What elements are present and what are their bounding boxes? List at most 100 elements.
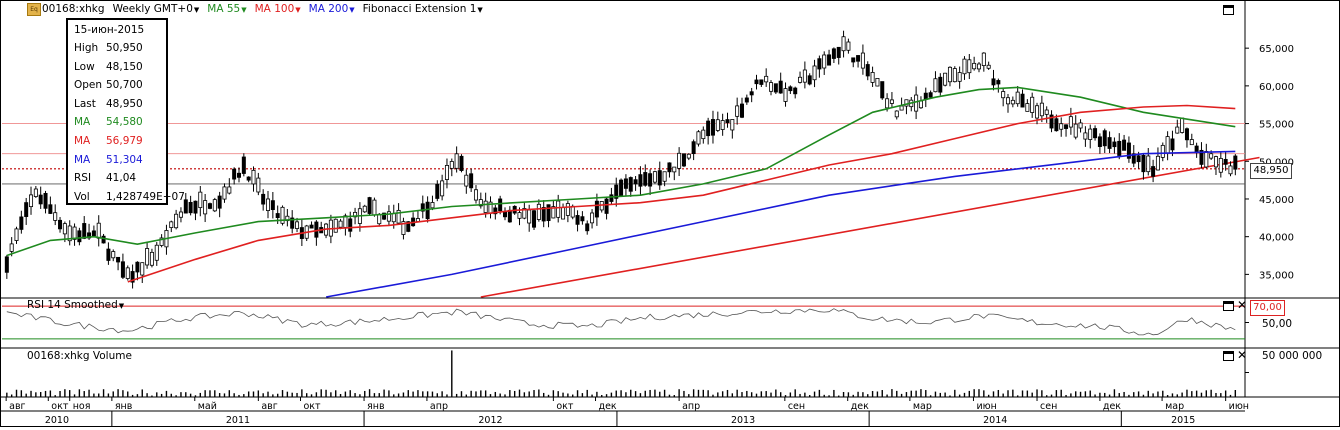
- candles: [4, 30, 1238, 289]
- candle-body: [101, 235, 106, 244]
- candle-body: [1073, 123, 1078, 138]
- candle-body: [652, 171, 657, 183]
- candle-body: [507, 209, 512, 223]
- candle-body: [904, 99, 909, 107]
- candle-body: [222, 186, 227, 200]
- candle-body: [362, 205, 367, 213]
- candle-body: [807, 75, 812, 85]
- maximize-main-button[interactable]: [1223, 5, 1234, 15]
- close-rsi-icon[interactable]: ✕: [1237, 298, 1248, 312]
- candle-body: [1184, 128, 1189, 141]
- rsi-level-label: 70,00: [1250, 300, 1285, 316]
- candle-body: [169, 221, 174, 228]
- year-label: 2011: [226, 415, 250, 426]
- candle-body: [1068, 116, 1073, 128]
- ma100-legend[interactable]: MA 100▼: [254, 3, 301, 15]
- info-row: High 50,950: [74, 39, 143, 57]
- candle-body: [77, 230, 82, 243]
- candle-body: [677, 152, 682, 169]
- candle-body: [174, 213, 179, 229]
- info-row-value: 48,950: [106, 97, 143, 110]
- info-row-value: 51,304: [106, 153, 143, 166]
- candle-body: [440, 180, 445, 197]
- candle-body: [377, 213, 382, 225]
- info-row-value: 41,04: [106, 172, 137, 185]
- month-label: мар: [1165, 401, 1184, 412]
- time-axis: авг окт ноя янв май авг окт янв апр окт дек апр сен д…: [5, 397, 1249, 427]
- candle-body: [454, 153, 459, 169]
- candle-body: [212, 199, 217, 212]
- candle-body: [33, 188, 38, 197]
- candle-body: [483, 200, 488, 213]
- candle-body: [918, 100, 923, 109]
- candle-body: [532, 210, 537, 228]
- info-panel: 15-июн-2015 High 50,950 Low 48,150 Open 50,70…: [66, 18, 185, 205]
- candle-body: [1044, 109, 1049, 115]
- candle-body: [976, 63, 981, 70]
- candle-body: [38, 194, 43, 205]
- candle-body: [991, 78, 996, 86]
- candle-body: [217, 195, 222, 209]
- fib-legend[interactable]: Fibonacci Extension 1▼: [362, 3, 483, 15]
- candle-body: [261, 193, 266, 205]
- candle-body: [19, 216, 24, 230]
- symbol-icon[interactable]: Eq: [27, 3, 41, 16]
- candle-body: [972, 62, 977, 70]
- year-label: 2010: [45, 415, 69, 426]
- candle-body: [295, 221, 300, 229]
- candle-body: [546, 204, 551, 222]
- ma200-legend[interactable]: MA 200▼: [308, 3, 355, 15]
- candle-body: [914, 94, 919, 112]
- ma-line-ma100: [127, 104, 1236, 283]
- ma-line-ma200: [325, 150, 1236, 298]
- candle-body: [527, 209, 532, 224]
- rsi-title[interactable]: RSI 14 Smoothed▼: [27, 299, 125, 311]
- candle-body: [1083, 132, 1088, 140]
- candle-body: [856, 55, 861, 62]
- candle-body: [9, 243, 14, 252]
- close-volume-icon[interactable]: ✕: [1237, 348, 1248, 362]
- candle-body: [159, 237, 164, 246]
- candle-body: [648, 173, 653, 187]
- candle-body: [851, 57, 856, 63]
- candle-body: [1175, 126, 1180, 134]
- candle-body: [1107, 137, 1112, 149]
- candle-body: [996, 80, 1001, 85]
- year-label: 2015: [1171, 415, 1195, 426]
- candle-body: [478, 199, 483, 207]
- symbol-label[interactable]: 00168:xhkg: [42, 3, 105, 15]
- candle-body: [798, 76, 803, 83]
- month-label: сен: [788, 401, 805, 412]
- candle-body: [1170, 138, 1175, 151]
- candle-body: [522, 208, 527, 219]
- ma55-legend[interactable]: MA 55▼: [207, 3, 247, 15]
- volume-bars: [6, 350, 1237, 397]
- candle-body: [517, 212, 522, 219]
- candle-body: [256, 177, 261, 193]
- candle-body: [1146, 155, 1151, 173]
- month-label: дек: [1103, 401, 1121, 412]
- candle-body: [43, 192, 48, 209]
- candle-body: [609, 194, 614, 202]
- maximize-rsi-button[interactable]: [1223, 301, 1234, 311]
- fib-trendline: [480, 156, 1260, 298]
- info-row: Last 48,950: [74, 95, 143, 113]
- info-row-label: RSI: [74, 172, 92, 185]
- maximize-volume-button[interactable]: [1223, 351, 1234, 361]
- info-row-label: MA: [74, 153, 91, 166]
- candle-body: [493, 207, 498, 215]
- candle-body: [614, 184, 619, 199]
- month-label: дек: [851, 401, 869, 412]
- candle-body: [962, 58, 967, 75]
- candle-body: [1112, 141, 1117, 148]
- month-label: июн: [976, 401, 996, 412]
- ma-line-ma55: [6, 86, 1236, 257]
- volume-title[interactable]: 00168:xhkg Volume: [27, 350, 132, 362]
- candle-body: [667, 162, 672, 173]
- chevron-down-icon: ▼: [193, 6, 200, 14]
- interval-selector[interactable]: Weekly GMT+0▼: [112, 3, 200, 15]
- candle-body: [270, 200, 275, 211]
- month-label: июн: [1229, 401, 1249, 412]
- candle-body: [870, 72, 875, 83]
